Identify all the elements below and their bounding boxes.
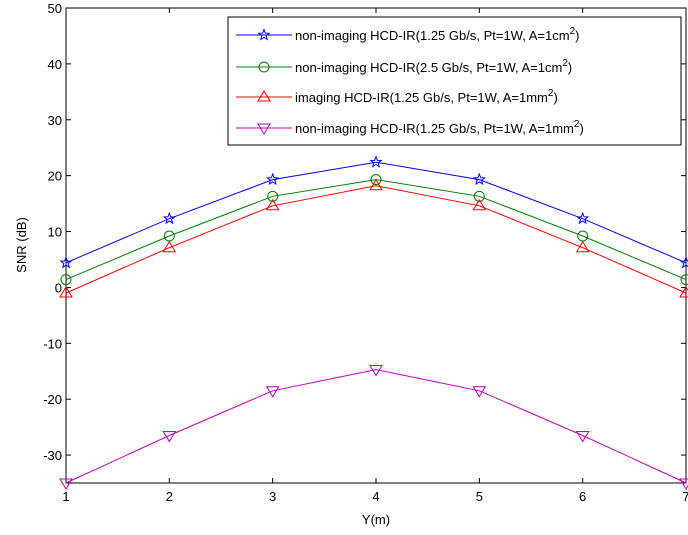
data-point bbox=[162, 211, 176, 225]
data-point bbox=[473, 190, 485, 202]
data-point bbox=[370, 174, 382, 186]
legend-label-text: non-imaging HCD-IR(2.5 Gb/s, Pt=1W, A=1c… bbox=[295, 60, 562, 75]
legend-label-end: ) bbox=[568, 60, 572, 75]
data-point bbox=[59, 478, 73, 490]
x-tick-label: 5 bbox=[476, 489, 483, 504]
y-tick-label: 50 bbox=[48, 1, 62, 16]
y-tick-label: -30 bbox=[43, 448, 62, 463]
data-point bbox=[267, 190, 279, 202]
legend: non-imaging HCD-IR(1.25 Gb/s, Pt=1W, A=1… bbox=[227, 16, 682, 146]
legend-label-superscript: 2 bbox=[574, 119, 580, 130]
data-point bbox=[59, 286, 73, 298]
legend-label-text: non-imaging HCD-IR(1.25 Gb/s, Pt=1W, A=1… bbox=[295, 28, 570, 43]
legend-entry: imaging HCD-IR(1.25 Gb/s, Pt=1W, A=1mm2) bbox=[236, 88, 558, 105]
legend-marker bbox=[257, 123, 271, 135]
legend-label: non-imaging HCD-IR(2.5 Gb/s, Pt=1W, A=1c… bbox=[295, 58, 572, 75]
data-point bbox=[266, 172, 280, 186]
x-axis-label: Y(m) bbox=[362, 512, 390, 527]
x-tick-label: 6 bbox=[579, 489, 586, 504]
series-line bbox=[65, 161, 687, 264]
legend-box bbox=[227, 16, 682, 146]
series-1 bbox=[59, 155, 688, 269]
data-point bbox=[472, 198, 487, 211]
y-tick-label: -20 bbox=[43, 392, 62, 407]
legend-marker bbox=[257, 28, 271, 41]
y-tick-label: 40 bbox=[48, 57, 62, 72]
x-tick-label: 2 bbox=[166, 489, 173, 504]
legend-marker bbox=[258, 61, 270, 73]
legend-label-text: non-imaging HCD-IR(1.25 Gb/s, Pt=1W, A=1… bbox=[295, 121, 574, 136]
legend-entry: non-imaging HCD-IR(1.25 Gb/s, Pt=1W, A=1… bbox=[236, 119, 584, 136]
legend-entry: non-imaging HCD-IR(2.5 Gb/s, Pt=1W, A=1c… bbox=[236, 58, 572, 75]
data-point bbox=[59, 255, 73, 269]
legend-label-text: imaging HCD-IR(1.25 Gb/s, Pt=1W, A=1mm bbox=[295, 90, 548, 105]
legend-label: non-imaging HCD-IR(1.25 Gb/s, Pt=1W, A=1… bbox=[295, 119, 584, 136]
y-tick-label: 0 bbox=[55, 280, 62, 295]
data-point bbox=[265, 386, 280, 398]
data-point bbox=[679, 286, 688, 298]
legend-label: non-imaging HCD-IR(1.25 Gb/s, Pt=1W, A=1… bbox=[295, 26, 579, 43]
data-point bbox=[575, 240, 590, 253]
legend-label-end: ) bbox=[553, 90, 557, 105]
x-tick-label: 1 bbox=[62, 489, 69, 504]
series-layer bbox=[59, 155, 688, 490]
data-point bbox=[369, 178, 383, 191]
data-point bbox=[680, 274, 688, 286]
series-line bbox=[65, 185, 687, 294]
series-3 bbox=[59, 178, 688, 298]
data-point bbox=[576, 211, 590, 225]
legend-marker bbox=[257, 90, 271, 102]
x-tick-label: 3 bbox=[269, 489, 276, 504]
legend-label-superscript: 2 bbox=[562, 58, 568, 69]
data-point bbox=[60, 274, 72, 286]
legend-label-superscript: 2 bbox=[548, 88, 554, 99]
data-point bbox=[265, 198, 280, 211]
y-tick-label: 10 bbox=[48, 225, 62, 240]
data-point bbox=[575, 431, 590, 443]
data-point bbox=[369, 365, 383, 377]
legend-label-end: ) bbox=[579, 121, 583, 136]
series-line bbox=[65, 369, 687, 484]
y-tick-label: -10 bbox=[43, 336, 62, 351]
legend-entry: non-imaging HCD-IR(1.25 Gb/s, Pt=1W, A=1… bbox=[236, 26, 579, 43]
data-point bbox=[679, 255, 688, 269]
series-4 bbox=[59, 365, 688, 490]
legend-label-end: ) bbox=[575, 28, 579, 43]
y-tick-label: 20 bbox=[48, 169, 62, 184]
legend-label: imaging HCD-IR(1.25 Gb/s, Pt=1W, A=1mm2) bbox=[295, 88, 558, 105]
data-point bbox=[472, 172, 486, 186]
x-tick-label: 7 bbox=[682, 489, 688, 504]
y-tick-label: 30 bbox=[48, 113, 62, 128]
data-point bbox=[162, 240, 177, 253]
data-point bbox=[679, 478, 688, 490]
axis-ticks: 1 2 3 4 5 6 7 -30 -20 -10 0 10 20 30 40 50 bbox=[43, 1, 688, 504]
legend-label-superscript: 2 bbox=[570, 26, 576, 37]
data-point bbox=[369, 155, 383, 168]
x-tick-label: 4 bbox=[372, 489, 379, 504]
y-axis-label: SNR (dB) bbox=[14, 217, 29, 273]
data-point bbox=[472, 386, 487, 398]
data-point bbox=[162, 431, 177, 443]
